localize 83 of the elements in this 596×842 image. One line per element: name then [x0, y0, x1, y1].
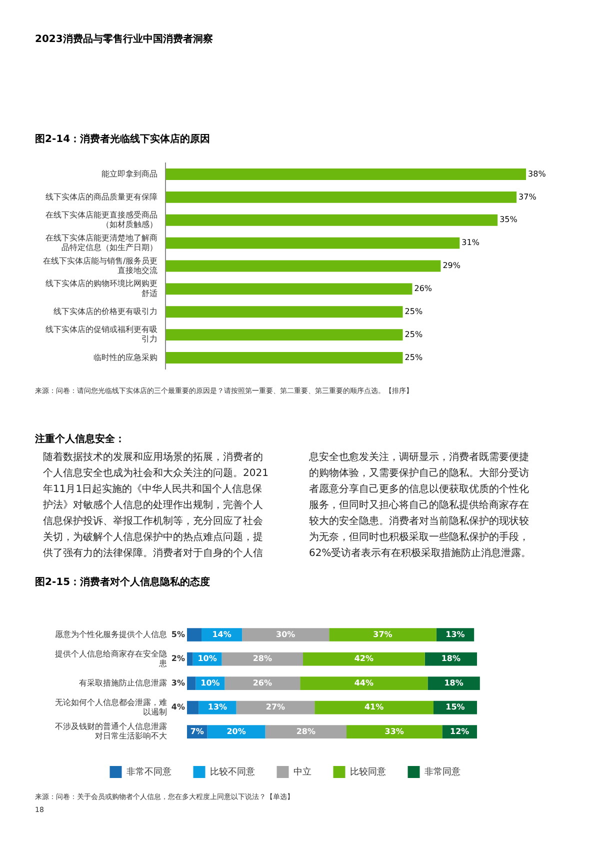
data-label: 15%	[446, 702, 465, 712]
data-label: 12%	[450, 726, 470, 736]
legend-label: 中立	[293, 766, 312, 778]
data-label: 10%	[198, 654, 217, 664]
data-label: 35%	[500, 215, 518, 224]
y-tick-label: 不涉及钱财的普通个人信息泄露对日常生活影响不大	[55, 722, 167, 741]
data-label: 26%	[414, 284, 432, 294]
bar	[166, 352, 403, 364]
legend-label: 比较不同意	[210, 766, 255, 778]
bar	[224, 676, 300, 690]
bar	[300, 676, 428, 690]
bar	[166, 214, 498, 226]
bar	[222, 652, 303, 666]
data-label: 25%	[404, 352, 423, 362]
y-tick-label: 线下实体店的价格更有吸引力	[54, 306, 158, 316]
bar	[346, 725, 442, 739]
bar	[236, 700, 315, 714]
data-label: 18%	[444, 678, 464, 688]
data-label: 27%	[266, 702, 286, 712]
y-tick-label: 在线下实体店能更直接感受商品（如材质触感）	[46, 210, 158, 230]
data-label: 37%	[518, 192, 537, 202]
bar	[207, 725, 266, 739]
bar	[187, 628, 202, 642]
bar	[166, 237, 460, 249]
data-label: 31%	[462, 238, 480, 248]
bar	[166, 283, 412, 295]
data-label: 29%	[442, 261, 461, 270]
y-tick-label: 线下实体店的购物环境比网购更舒适	[46, 279, 158, 298]
data-label: 28%	[252, 654, 272, 664]
data-label: 4%	[171, 702, 185, 712]
bar	[166, 168, 526, 180]
data-label: 18%	[441, 654, 460, 664]
data-label: 41%	[364, 702, 384, 712]
text: 注重个人信息安全：	[35, 432, 126, 446]
data-label: 13%	[446, 630, 465, 639]
bar	[166, 191, 517, 203]
data-label: 5%	[171, 630, 185, 639]
y-tick-label: 线下实体店的促销或福利更有吸引力	[46, 325, 158, 344]
data-label: 37%	[373, 630, 392, 639]
bar	[314, 700, 434, 714]
bar	[166, 329, 403, 341]
data-label: 25%	[404, 330, 423, 339]
legend-label: 比较同意	[350, 766, 386, 778]
y-tick-label: 有采取措施防止信息泄露	[79, 678, 167, 688]
y-tick-label: 线下实体店的商品质量更有保障	[46, 192, 158, 202]
data-label: 26%	[252, 678, 272, 688]
bar	[166, 260, 441, 272]
data-label: 44%	[354, 678, 374, 688]
data-label: 7%	[190, 726, 204, 736]
data-label: 3%	[171, 678, 185, 688]
legend-label: 非常不同意	[126, 766, 172, 778]
data-label: 2%	[171, 654, 185, 664]
y-tick-label: 临时性的应急采购	[94, 352, 158, 362]
data-label: 25%	[404, 306, 423, 316]
y-tick-label: 能立即拿到商品	[102, 169, 158, 178]
data-label: 20%	[226, 726, 246, 736]
data-label: 10%	[200, 678, 220, 688]
data-label: 28%	[296, 726, 316, 736]
bar	[187, 676, 196, 690]
data-label: 38%	[528, 169, 546, 178]
bar	[166, 306, 403, 318]
y-tick-label: 愿意为个性化服务提供个人信息	[55, 630, 167, 639]
chart-title: 图2-14：消费者光临线下实体店的原因	[35, 132, 212, 146]
text: 2023消费品与零售行业中国消费者洞察	[35, 32, 213, 46]
bar	[242, 628, 330, 642]
data-label: 13%	[208, 702, 228, 712]
bar	[303, 652, 425, 666]
bar	[265, 725, 346, 739]
bar	[329, 628, 436, 642]
y-tick-label: 无论如何个人信息都会泄露，难以遏制	[55, 698, 167, 716]
text: 随着数据技术的发展和应用场景的拓展，消费者的个人信息安全也成为社会和大众关注的问题。2021年11月1日起实施的《中华人民共和国个人信息保护法》对敏感个人信息的处理作出规制，完善个人信息保护投诉、举报工作机制等，充分回应了社会关切，为破解个人信息保护中的热点难点问题，提供了强有力的法律保障。消费者对于自身的个人信息安全也愈发关注，调研显示，消费者既需要便捷的购物体验，又需要保护自己的隐私。大部分受访者愿意分享自己更多的信息以便获取优质的个性化服务，但同时又担心将自己的隐私提供给商家存在较大的安全隐患。消费者对当前隐私保护的现状较为无奈，但同时也积极采取一些隐私保护的手段，62%受访者表示有在积极采取措施防止消息泄露。	[43, 452, 532, 559]
chart-title: 图2-15：消费者对个人信息隐私的态度	[35, 575, 212, 589]
y-tick-label: 在线下实体店能与销售/服务员更直接地交流	[42, 256, 158, 275]
data-label: 42%	[354, 654, 374, 664]
y-tick-label: 提供个人信息给商家存在安全隐患	[55, 649, 167, 668]
data-label: 33%	[384, 726, 404, 736]
data-label: 14%	[212, 630, 232, 639]
bar	[428, 676, 480, 690]
legend-label: 非常同意	[424, 766, 460, 778]
bar	[187, 700, 199, 714]
bar	[187, 652, 193, 666]
data-label: 30%	[276, 630, 296, 639]
y-tick-label: 在线下实体店能更清楚地了解商品特定信息（如生产日期）	[46, 233, 158, 252]
